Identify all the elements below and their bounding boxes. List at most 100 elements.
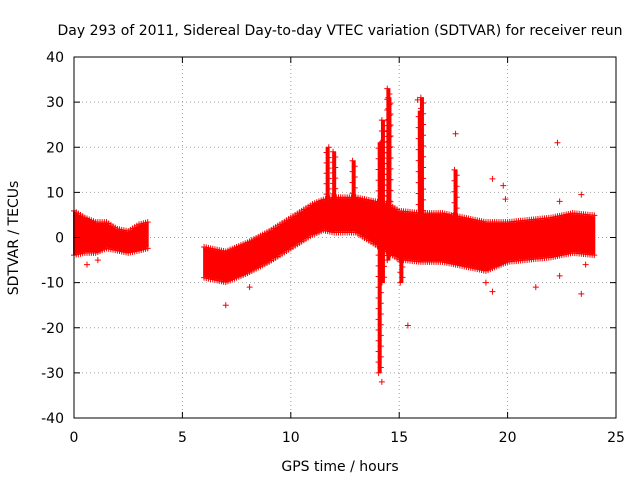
data-point [378, 138, 385, 145]
data-point [375, 241, 382, 248]
data-point [420, 121, 427, 128]
data-point [417, 169, 424, 176]
data-point [381, 230, 388, 237]
y-tick-label: 10 [46, 185, 64, 201]
outlier-point [578, 290, 585, 297]
data-point [453, 172, 460, 179]
data-point [375, 252, 382, 259]
data-point [325, 185, 332, 192]
data-point [378, 182, 385, 189]
data-point [451, 177, 458, 184]
data-points [71, 85, 598, 385]
data-point [330, 180, 337, 187]
data-point [387, 220, 394, 227]
data-point [381, 155, 388, 162]
data-point [397, 248, 404, 255]
data-point [420, 186, 427, 193]
data-point [386, 251, 393, 258]
data-point [375, 262, 382, 269]
data-point [385, 204, 392, 211]
data-point [332, 154, 339, 161]
outlier-point [578, 191, 585, 198]
data-point [453, 183, 460, 190]
data-point [451, 243, 458, 250]
y-tick-label: -20 [41, 321, 64, 337]
data-point [387, 132, 394, 139]
data-point [381, 133, 388, 140]
data-point [375, 230, 382, 237]
data-point [330, 211, 337, 218]
outlier-point [532, 284, 539, 291]
data-point [375, 273, 382, 280]
data-point [385, 237, 392, 244]
x-tick-label: 5 [178, 430, 187, 446]
data-point [385, 215, 392, 222]
y-tick-label: 40 [46, 50, 64, 66]
data-point [417, 105, 424, 112]
data-point [420, 164, 427, 171]
data-point [417, 159, 424, 166]
data-point [387, 143, 394, 150]
data-point [387, 111, 394, 118]
data-point [323, 201, 330, 208]
x-tick-label: 25 [607, 430, 625, 446]
data-point [378, 225, 385, 232]
data-point [378, 268, 385, 275]
data-point [378, 257, 385, 264]
data-point [420, 99, 427, 106]
data-point [330, 159, 337, 166]
data-point [385, 138, 392, 145]
data-point [417, 234, 424, 241]
data-point [453, 194, 460, 201]
data-point [399, 222, 406, 229]
data-point [378, 214, 385, 221]
data-point [375, 359, 382, 366]
data-point [387, 187, 394, 194]
data-point [325, 196, 332, 203]
data-point [397, 258, 404, 265]
data-point [375, 369, 382, 376]
data-point [417, 202, 424, 209]
data-point [378, 128, 385, 135]
outlier-point [246, 284, 253, 291]
data-point [387, 209, 394, 216]
data-point [399, 232, 406, 239]
data-point [381, 165, 388, 172]
outlier-point [404, 322, 411, 329]
data-point [323, 149, 330, 156]
data-point [144, 219, 151, 226]
data-point [323, 211, 330, 218]
axis-ticks: 0 5 10 15 20 25 -40 -30 -20 -10 0 10 20 30 40 [41, 50, 625, 446]
data-point [387, 176, 394, 183]
data-point [420, 110, 427, 117]
data-point [332, 206, 339, 213]
data-point [332, 175, 339, 182]
data-point [397, 217, 404, 224]
data-point [420, 229, 427, 236]
data-point [330, 190, 337, 197]
data-point [375, 284, 382, 291]
data-point [385, 248, 392, 255]
data-point [351, 195, 358, 202]
x-tick-label: 15 [390, 430, 408, 446]
data-point [453, 238, 460, 245]
outlier-point [500, 182, 507, 189]
data-point [420, 196, 427, 203]
data-point [381, 187, 388, 194]
outlier-point [84, 261, 91, 268]
outlier-point [556, 272, 563, 279]
data-point [378, 279, 385, 286]
data-point [591, 252, 598, 259]
data-point [378, 171, 385, 178]
data-point [377, 353, 384, 360]
outlier-point [378, 378, 385, 385]
data-point [385, 226, 392, 233]
data-point [378, 247, 385, 254]
data-point [377, 300, 384, 307]
data-point [349, 201, 356, 208]
y-tick-label: -10 [41, 276, 64, 292]
data-point [417, 180, 424, 187]
outlier-point [482, 279, 489, 286]
data-point [451, 232, 458, 239]
data-point [385, 149, 392, 156]
